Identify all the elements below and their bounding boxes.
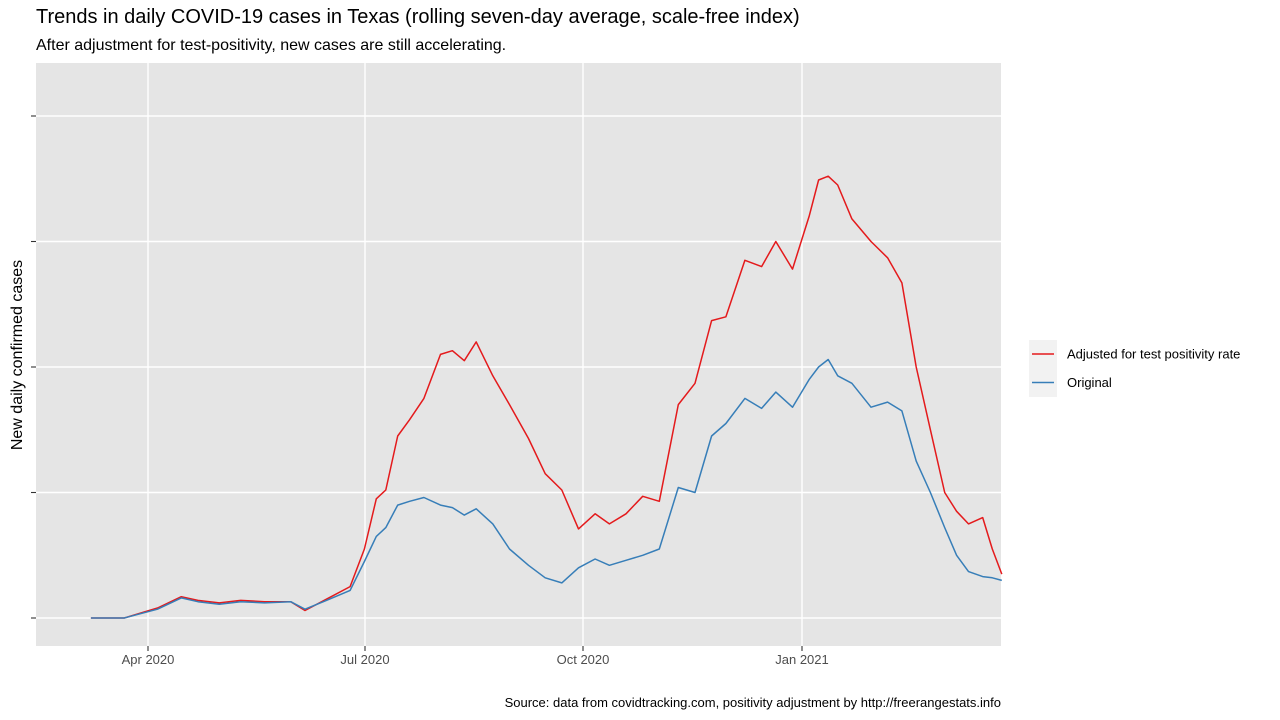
x-axis-ticks: Apr 2020 Jul 2020 Oct 2020 Jan 2021 xyxy=(122,646,829,667)
legend: Adjusted for test positivity rate Origina… xyxy=(1029,340,1240,397)
x-tick-label: Jul 2020 xyxy=(340,652,389,667)
y-axis-ticks xyxy=(31,115,36,619)
plot-panel xyxy=(36,63,1001,646)
legend-label: Original xyxy=(1067,375,1112,390)
x-tick-label: Oct 2020 xyxy=(557,652,610,667)
series-lines xyxy=(90,175,1003,619)
chart-subtitle: After adjustment for test-positivity, ne… xyxy=(36,37,507,54)
series-line-original xyxy=(90,358,1002,619)
legend-label: Adjusted for test positivity rate xyxy=(1067,347,1240,362)
legend-background xyxy=(1029,340,1057,397)
x-tick-label: Apr 2020 xyxy=(122,652,175,667)
chart-caption: Source: data from covidtracking.com, pos… xyxy=(504,695,1001,710)
chart-title: Trends in daily COVID-19 cases in Texas … xyxy=(36,6,800,28)
x-tick-label: Jan 2021 xyxy=(775,652,829,667)
y-axis-label: New daily confirmed cases xyxy=(9,260,26,450)
